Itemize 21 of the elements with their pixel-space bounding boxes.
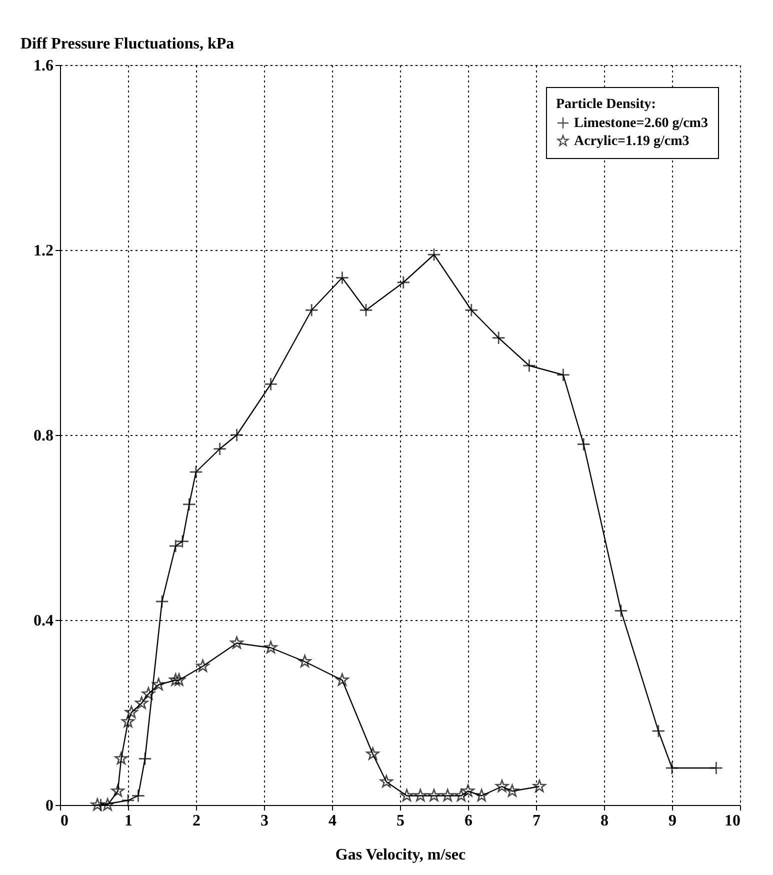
x-tick-label: 8 [600,812,608,830]
x-axis-title: Gas Velocity, m/sec [335,846,466,864]
y-axis-title: Diff Pressure Fluctuations, kPa [20,36,234,52]
x-tick-label: 2 [192,812,200,830]
y-tick-label: 0 [46,798,54,814]
legend-label: Limestone=2.60 g/cm3 [574,116,708,131]
x-tick-label: 7 [532,812,540,830]
legend-label: Acrylic=1.19 g/cm3 [574,134,690,149]
x-tick-label: 10 [724,812,740,830]
y-tick-label: 0.8 [34,428,54,444]
x-tick-label: 9 [668,812,676,830]
y-tick-label: 0.4 [34,612,54,630]
y-tick-label: 1.6 [34,58,54,74]
y-tick-label: 1.2 [34,242,54,260]
x-tick-label: 4 [328,812,336,830]
x-tick-label: 0 [60,812,68,830]
x-tick-label: 3 [260,812,268,830]
x-tick-label: 6 [464,812,472,830]
legend-title: Particle Density: [556,97,656,112]
x-tick-label: 1 [124,812,132,830]
x-tick-label: 5 [396,812,404,830]
